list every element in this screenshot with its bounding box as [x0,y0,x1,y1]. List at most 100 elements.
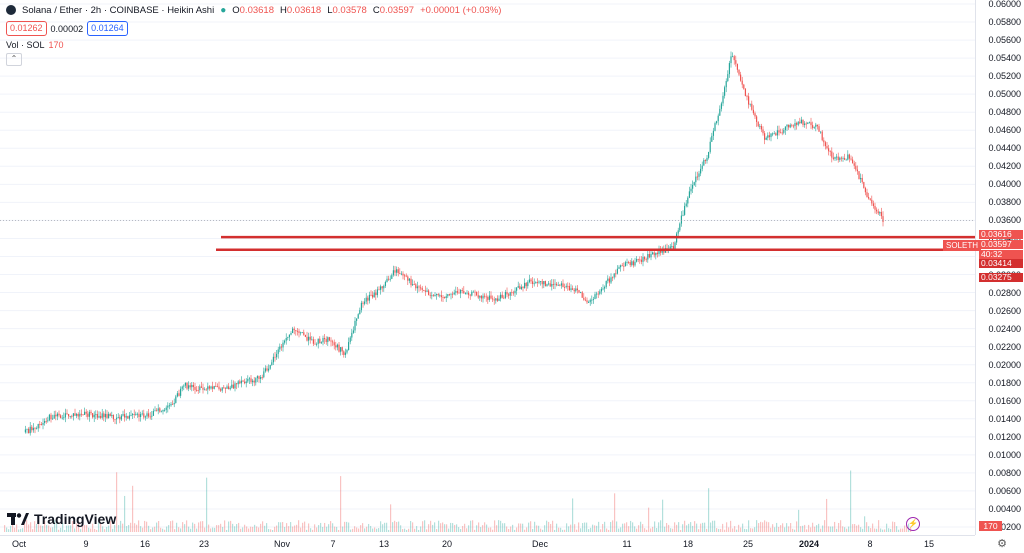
volume-bar [746,529,748,532]
candle-body [72,413,75,417]
candle-body [621,265,623,267]
candle-body [74,413,76,416]
volume-bar [872,523,874,532]
settings-gear-icon[interactable]: ⚙ [997,538,1007,550]
candle-body [184,382,187,386]
candle-body [840,157,843,159]
volume-legend[interactable]: Vol · SOL 170 [6,40,501,50]
time-axis[interactable]: Oct 9 16 23 Nov 7 13 20 Dec 11 18 25 2024 8 15 [0,535,975,553]
candle-body [440,295,443,298]
volume-bar [860,527,862,532]
candle-body [677,230,679,234]
volume-bar [870,528,872,532]
symbol-icon[interactable] [6,5,16,15]
candle-body [607,278,609,281]
candle-body [24,429,27,433]
volume-bar [900,528,902,532]
lightning-icon[interactable]: ⚡ [906,517,920,531]
volume-bar [616,521,618,532]
candle-body [584,299,587,301]
candle-body [397,269,399,274]
candle-body [189,385,191,388]
volume-bar [588,529,590,532]
candle-body [616,268,619,274]
buy-price-button[interactable]: 0.01264 [87,21,128,36]
candle-body [76,413,78,416]
market-status-icon[interactable]: ● [220,4,227,16]
tradingview-logo[interactable]: TradingView [7,511,116,527]
candle-body [808,122,811,124]
candle-body [565,285,567,288]
volume-bar [766,521,768,532]
price-chart[interactable] [0,0,975,535]
volume-bar [844,527,846,532]
volume-bar [356,527,358,532]
volume-bar [90,528,92,532]
candle-body [751,103,753,110]
candle-body [717,115,719,122]
candle-body [738,69,740,75]
volume-bar [898,529,900,532]
time-tick: 13 [378,539,390,549]
volume-bar [182,522,184,532]
volume-bar [66,525,68,532]
candle-body [44,420,46,423]
legend-title[interactable]: Solana / Ether · 2h · COINBASE · Heikin … [22,4,215,16]
chart-area[interactable] [0,0,975,535]
volume-bar [592,524,594,532]
volume-bar [342,526,344,532]
volume-bar [808,524,810,532]
candle-body [69,416,71,417]
volume-bar [218,525,220,532]
sell-price-button[interactable]: 0.01262 [6,21,47,36]
candle-body [820,131,822,133]
volume-bar [736,529,738,532]
volume-bar [382,524,384,532]
candle-body [576,288,579,291]
candle-body [234,383,236,389]
volume-bar [210,528,212,532]
volume-bar [228,521,230,532]
candle-body [255,378,257,383]
volume-bar [604,521,606,532]
volume-bar [480,527,482,532]
candle-body [101,413,103,418]
volume-bar [852,524,854,532]
candle-body [695,176,697,183]
candle-body [84,411,86,415]
collapse-legend-button[interactable]: ⌃ [6,53,22,66]
candle-body [535,282,537,284]
candle-body [405,275,407,277]
candle-body [50,414,52,420]
candle-body [413,284,415,286]
volume-bar [462,525,464,532]
volume-bar [724,529,726,532]
candle-body [400,273,403,275]
volume-price-label: 170 [979,521,1002,531]
candle-body [364,301,366,304]
candle-body [436,294,438,295]
candle-body [39,424,41,425]
candle-body [810,122,812,126]
candle-body [226,386,228,389]
candle-body [639,259,641,261]
volume-bar [518,523,520,532]
volume-bar [500,520,502,532]
candle-body [492,298,494,300]
candle-body [188,385,190,389]
volume-bar [34,521,36,532]
volume-bar [352,528,354,532]
candle-body [552,283,555,285]
volume-bar [698,529,700,532]
candle-body [143,413,145,418]
chart-legend: Solana / Ether · 2h · COINBASE · Heikin … [6,3,501,66]
volume-bar [880,528,882,532]
candle-body [488,295,491,300]
candle-body [269,365,271,369]
candle-body [653,252,655,256]
volume-bar [340,476,342,532]
volume-bar [320,522,322,532]
volume-bar [470,520,472,532]
price-tick: 0.01600 [988,395,1021,406]
volume-bar [174,529,176,532]
